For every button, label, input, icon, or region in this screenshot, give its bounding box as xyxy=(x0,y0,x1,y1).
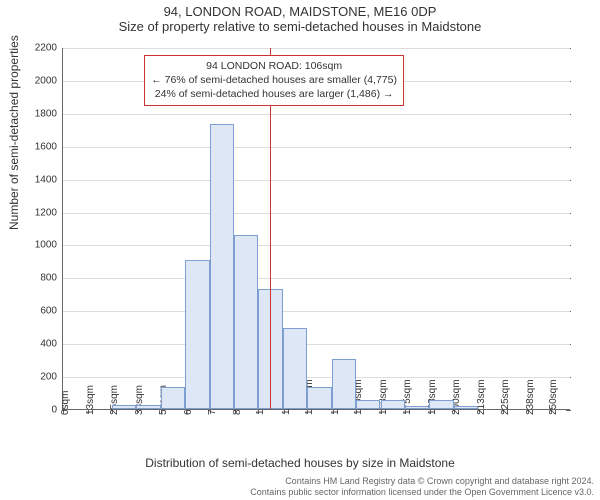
y-axis-label: Number of semi-detached properties xyxy=(7,35,21,230)
chart-area: 0200400600800100012001400160018002000220… xyxy=(62,48,570,410)
ytick-label: 1000 xyxy=(35,240,63,251)
gridline xyxy=(63,377,570,378)
ytick-label: 800 xyxy=(40,273,63,284)
gridline xyxy=(63,213,570,214)
histogram-bar xyxy=(405,406,429,409)
ytick-label: 400 xyxy=(40,339,63,350)
xtick-label: 38sqm xyxy=(134,385,145,415)
chart-container: 94, LONDON ROAD, MAIDSTONE, ME16 0DP Siz… xyxy=(0,0,600,500)
ytick-label: 2200 xyxy=(35,43,63,54)
gridline xyxy=(63,48,570,49)
histogram-bar xyxy=(185,260,209,409)
gridline xyxy=(63,245,570,246)
histogram-bar xyxy=(210,124,234,409)
histogram-bar xyxy=(381,400,405,409)
histogram-bar xyxy=(161,387,185,409)
ytick-label: 200 xyxy=(40,372,63,383)
footer-line1: Contains HM Land Registry data © Crown c… xyxy=(250,476,594,487)
xtick-label: 250sqm xyxy=(548,379,559,415)
ytick-label: 1200 xyxy=(35,207,63,218)
ytick-mark xyxy=(566,410,571,411)
xtick-label: 213sqm xyxy=(476,379,487,415)
gridline xyxy=(63,344,570,345)
xtick-label: 225sqm xyxy=(500,379,511,415)
xtick-label: 175sqm xyxy=(402,379,413,415)
ytick-label: 2000 xyxy=(35,75,63,86)
annotation-box: 94 LONDON ROAD: 106sqm← 76% of semi-deta… xyxy=(144,55,404,106)
title-block: 94, LONDON ROAD, MAIDSTONE, ME16 0DP Siz… xyxy=(0,0,600,34)
ytick-label: 1600 xyxy=(35,141,63,152)
histogram-bar xyxy=(112,405,136,409)
annotation-line: 94 LONDON ROAD: 106sqm xyxy=(151,60,397,74)
gridline xyxy=(63,114,570,115)
histogram-bar xyxy=(429,400,453,409)
histogram-bar xyxy=(307,387,331,409)
ytick-label: 1400 xyxy=(35,174,63,185)
histogram-bar xyxy=(454,406,478,409)
footer: Contains HM Land Registry data © Crown c… xyxy=(250,476,594,498)
histogram-bar xyxy=(332,359,356,409)
histogram-bar xyxy=(283,328,307,409)
xtick-label: 25sqm xyxy=(109,385,120,415)
annotation-line: ← 76% of semi-detached houses are smalle… xyxy=(151,74,397,88)
histogram-bar xyxy=(136,405,160,409)
ytick-label: 1800 xyxy=(35,108,63,119)
gridline xyxy=(63,180,570,181)
xtick-label: 238sqm xyxy=(525,379,536,415)
xtick-label: 0sqm xyxy=(60,391,71,415)
chart-subtitle: Size of property relative to semi-detach… xyxy=(0,19,600,34)
histogram-bar xyxy=(356,400,380,409)
chart-title: 94, LONDON ROAD, MAIDSTONE, ME16 0DP xyxy=(0,4,600,19)
ytick-label: 600 xyxy=(40,306,63,317)
plot-region: 0200400600800100012001400160018002000220… xyxy=(62,48,570,410)
xtick-label: 13sqm xyxy=(85,385,96,415)
footer-line2: Contains public sector information licen… xyxy=(250,487,594,498)
gridline xyxy=(63,311,570,312)
xtick-label: 163sqm xyxy=(378,379,389,415)
histogram-bar xyxy=(234,235,258,409)
gridline xyxy=(63,147,570,148)
xtick-label: 188sqm xyxy=(427,379,438,415)
gridline xyxy=(63,278,570,279)
annotation-line: 24% of semi-detached houses are larger (… xyxy=(151,88,397,102)
xtick-label: 200sqm xyxy=(451,379,462,415)
x-axis-label: Distribution of semi-detached houses by … xyxy=(0,456,600,470)
